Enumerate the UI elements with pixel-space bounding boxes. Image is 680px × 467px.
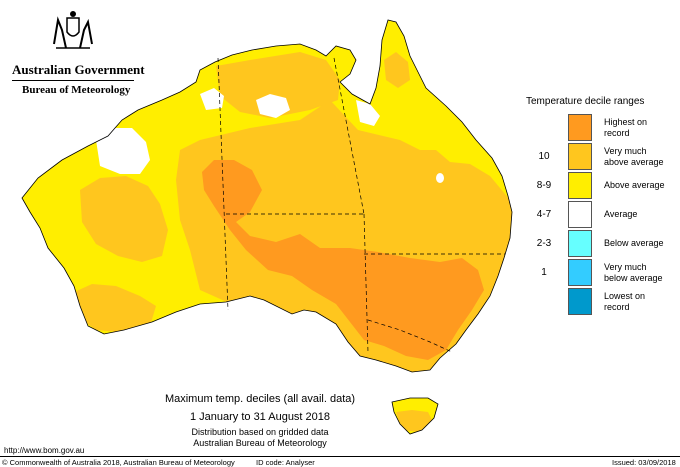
region-average-nt-lake-2 — [256, 94, 290, 118]
legend-decile-code: 4-7 — [536, 209, 552, 220]
legend-description-line-1: Highest on — [604, 117, 648, 127]
legend-description-line-1: Very much — [604, 262, 647, 272]
legend-description: Very much above average — [604, 146, 680, 168]
border-nsw-vic — [367, 319, 453, 353]
legend-description-line-1: Below average — [604, 238, 664, 248]
region-average-west-kimberley — [96, 128, 150, 174]
legend-description-line-1: Lowest on — [604, 291, 646, 301]
region-very-much-above-west — [80, 176, 168, 262]
legend-description-line-1: Above average — [604, 180, 665, 190]
border-wa — [217, 57, 229, 311]
legend-title: Temperature decile ranges — [526, 96, 645, 107]
footer-divider — [0, 456, 680, 457]
region-very-much-above-north — [216, 52, 340, 118]
legend-row: 10 Very much above average — [526, 143, 674, 171]
state-borders — [217, 57, 505, 353]
legend-description-line-2: record — [604, 128, 630, 138]
legend-description: Lowest on record — [604, 291, 680, 313]
legend-description: Average — [604, 209, 680, 220]
map-caption: Maximum temp. deciles (all avail. data) … — [120, 392, 400, 449]
tas-very-much-above — [396, 410, 432, 432]
legend-description-line-2: above average — [604, 157, 664, 167]
legend-decile-code: 10 — [538, 151, 550, 162]
bom-url-link[interactable]: http://www.bom.gov.au — [4, 446, 85, 455]
legend-description-line-2: record — [604, 302, 630, 312]
legend-swatch — [568, 201, 592, 228]
legend-swatch — [568, 230, 592, 257]
legend-swatch — [568, 259, 592, 286]
region-average-nt-lake-1 — [200, 88, 224, 110]
legend-description: Very much below average — [604, 262, 680, 284]
legend-decile-code: 1 — [541, 267, 547, 278]
legend-swatch — [568, 114, 592, 141]
region-average-qld-spot — [436, 173, 444, 183]
legend-description-line-1: Average — [604, 209, 638, 219]
caption-period: 1 January to 31 August 2018 — [189, 411, 331, 423]
coat-of-arms-icon — [53, 11, 93, 49]
government-name: Australian Government — [12, 62, 145, 77]
legend-description: Highest on record — [604, 117, 680, 139]
logo-divider — [12, 80, 134, 81]
legend-row: Lowest on record — [526, 288, 674, 316]
legend-description: Above average — [604, 180, 680, 191]
copyright-text: © Commonwealth of Australia 2018, Austra… — [2, 458, 235, 467]
legend-row: 1 Very much below average — [526, 259, 674, 287]
legend-row: 8-9 Above average — [526, 172, 674, 200]
legend-description: Below average — [604, 238, 680, 249]
legend-decile-code: 2-3 — [536, 238, 552, 249]
id-code-text: ID code: Analyser — [256, 458, 315, 467]
region-record-central-south — [202, 160, 484, 360]
legend-row: 2-3 Below average — [526, 230, 674, 258]
region-very-much-above-sw — [70, 284, 156, 332]
legend-swatch — [568, 172, 592, 199]
caption-note-2: Australian Bureau of Meteorology — [193, 438, 327, 448]
legend-swatch — [568, 288, 592, 315]
legend-swatch — [568, 143, 592, 170]
government-logo: Australian Government Bureau of Meteorol… — [8, 8, 145, 98]
region-average-qld-coast — [356, 100, 380, 126]
caption-title: Maximum temp. deciles (all avail. data) — [164, 393, 356, 405]
legend-description-line-2: below average — [604, 273, 663, 283]
caption-note-1: Distribution based on gridded data — [191, 427, 329, 437]
border-nt-qld — [333, 57, 365, 215]
border-sa-east — [363, 213, 369, 353]
agency-name: Bureau of Meteorology — [22, 84, 131, 96]
legend-row: Highest on record — [526, 114, 674, 142]
legend-decile-code: 8-9 — [536, 180, 552, 191]
legend-description-line-1: Very much — [604, 146, 647, 156]
issued-date: Issued: 03/09/2018 — [612, 458, 676, 467]
legend-row: 4-7 Average — [526, 201, 674, 229]
region-very-much-above-cape — [384, 52, 410, 88]
